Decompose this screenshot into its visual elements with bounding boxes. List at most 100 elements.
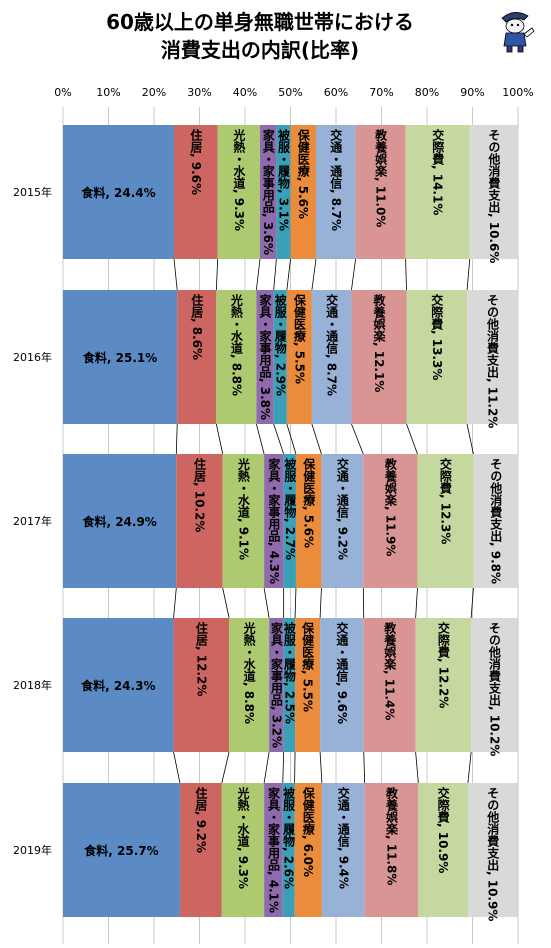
data-label: 住居, 12.2% [194, 621, 208, 697]
connector-line [311, 423, 322, 455]
bar-segment [405, 125, 470, 259]
data-label: 食料, 24.9% [81, 514, 156, 529]
data-label: 交際費, 12.3% [438, 457, 452, 545]
bar-segment [320, 618, 364, 752]
bar-segment [260, 125, 277, 259]
data-label: その他消費支出, 9.8% [489, 458, 503, 584]
bar-segment [63, 783, 180, 917]
bar-segment [471, 618, 518, 752]
category-label: 2015年 [13, 185, 52, 199]
bar-segment [276, 125, 291, 259]
chart-title: 60歳以上の単身無職世帯における 消費支出の内訳(比率) [40, 8, 480, 64]
connector-line [273, 423, 285, 455]
connector-line [466, 258, 471, 291]
bar-segment [290, 125, 316, 259]
data-label: 被服・履物, 2.5% [282, 621, 296, 724]
data-label: 教養娯楽, 12.1% [372, 293, 386, 393]
connector-line [173, 587, 177, 619]
connector-line [351, 258, 356, 291]
x-tick-label: 40% [233, 86, 257, 99]
connector-line [466, 423, 474, 455]
data-label: 被服・履物, 3.1% [276, 128, 290, 231]
bar-segment [467, 783, 518, 917]
x-tick-label: 0% [54, 86, 71, 99]
data-label: 教養娯楽, 11.4% [383, 621, 397, 721]
connector-line [221, 751, 230, 784]
bar-segment [269, 618, 284, 752]
data-label: 交通・通信, 9.6% [335, 621, 349, 724]
connector-lines [173, 258, 474, 784]
data-label: 被服・履物, 2.6% [282, 786, 296, 889]
data-label: 交際費, 12.2% [436, 621, 450, 709]
data-label: 家具・家事用品, 4.3% [267, 457, 281, 584]
chart-title-line-1: 60歳以上の単身無職世帯における [106, 10, 414, 34]
bar-segment [264, 783, 283, 917]
bar-segment [222, 454, 265, 588]
connector-line [173, 258, 178, 291]
data-label: 交際費, 13.3% [430, 293, 444, 381]
data-label: 光熱・水道, 9.3% [232, 128, 246, 231]
data-label: 住居, 8.6% [190, 293, 204, 360]
bar-segment [315, 125, 356, 259]
bar-segment [229, 618, 270, 752]
connector-line [173, 751, 181, 784]
connector-line [263, 751, 270, 784]
bar-segment [221, 783, 265, 917]
bar-segment [415, 618, 472, 752]
connector-line [406, 423, 418, 455]
bar-segment [264, 454, 284, 588]
data-label: その他消費支出, 11.2% [486, 294, 500, 429]
data-label: 光熱・水道, 8.8% [242, 621, 256, 724]
connector-line [282, 751, 285, 784]
bar-segment [63, 618, 174, 752]
data-label: 食料, 25.7% [83, 843, 158, 858]
connector-line [467, 751, 472, 784]
bar-segment [294, 783, 322, 917]
bar-segment [469, 125, 518, 259]
data-label: 保健医療, 5.6% [296, 128, 310, 219]
data-label: 食料, 24.4% [80, 185, 155, 200]
connector-line [311, 258, 317, 291]
data-label: 交通・通信, 8.7% [325, 293, 339, 396]
bar-segment [364, 783, 419, 917]
chart-title-line-2: 消費支出の内訳(比率) [160, 38, 360, 62]
connector-line [263, 587, 270, 619]
bar-segments [63, 125, 518, 917]
data-label: 住居, 9.6% [189, 128, 203, 195]
data-label: 家具・家事用品, 3.6% [261, 128, 275, 255]
data-label: 保健医療, 5.6% [302, 457, 316, 548]
data-label: 食料, 25.1% [82, 350, 157, 365]
data-label: 交通・通信, 8.7% [329, 128, 343, 231]
bar-segment [406, 290, 468, 424]
data-label: 被服・履物, 2.7% [283, 457, 297, 560]
data-label: 光熱・水道, 9.3% [236, 786, 250, 889]
bar-segment [363, 618, 416, 752]
category-label: 2016年 [13, 350, 52, 364]
bar-segment [467, 290, 518, 424]
category-label: 2017年 [13, 514, 52, 528]
x-tick-label: 70% [369, 86, 393, 99]
data-label: その他消費支出, 10.6% [487, 129, 501, 264]
bar-segment [418, 783, 468, 917]
connector-line [286, 258, 291, 291]
bar-segment [473, 454, 518, 588]
bar-segment [216, 290, 257, 424]
connector-line [255, 423, 265, 455]
connector-line [363, 751, 366, 784]
connector-line [215, 423, 224, 455]
bar-segment [282, 783, 295, 917]
data-label: 家具・家事用品, 3.8% [258, 293, 272, 420]
bar-segment [283, 454, 296, 588]
data-label: 家具・家事用品, 3.2% [269, 621, 283, 748]
data-label: 交際費, 10.9% [436, 786, 450, 874]
data-label: 交際費, 14.1% [431, 128, 445, 216]
connector-line [286, 423, 297, 455]
bar-segment [174, 125, 218, 259]
bar-segment [63, 290, 178, 424]
data-label: 交通・通信, 9.2% [335, 457, 349, 560]
mascot-logo [501, 12, 535, 53]
category-label: 2018年 [13, 678, 52, 692]
connector-line [470, 587, 474, 619]
bar-segment [321, 454, 364, 588]
connector-line [415, 587, 418, 619]
